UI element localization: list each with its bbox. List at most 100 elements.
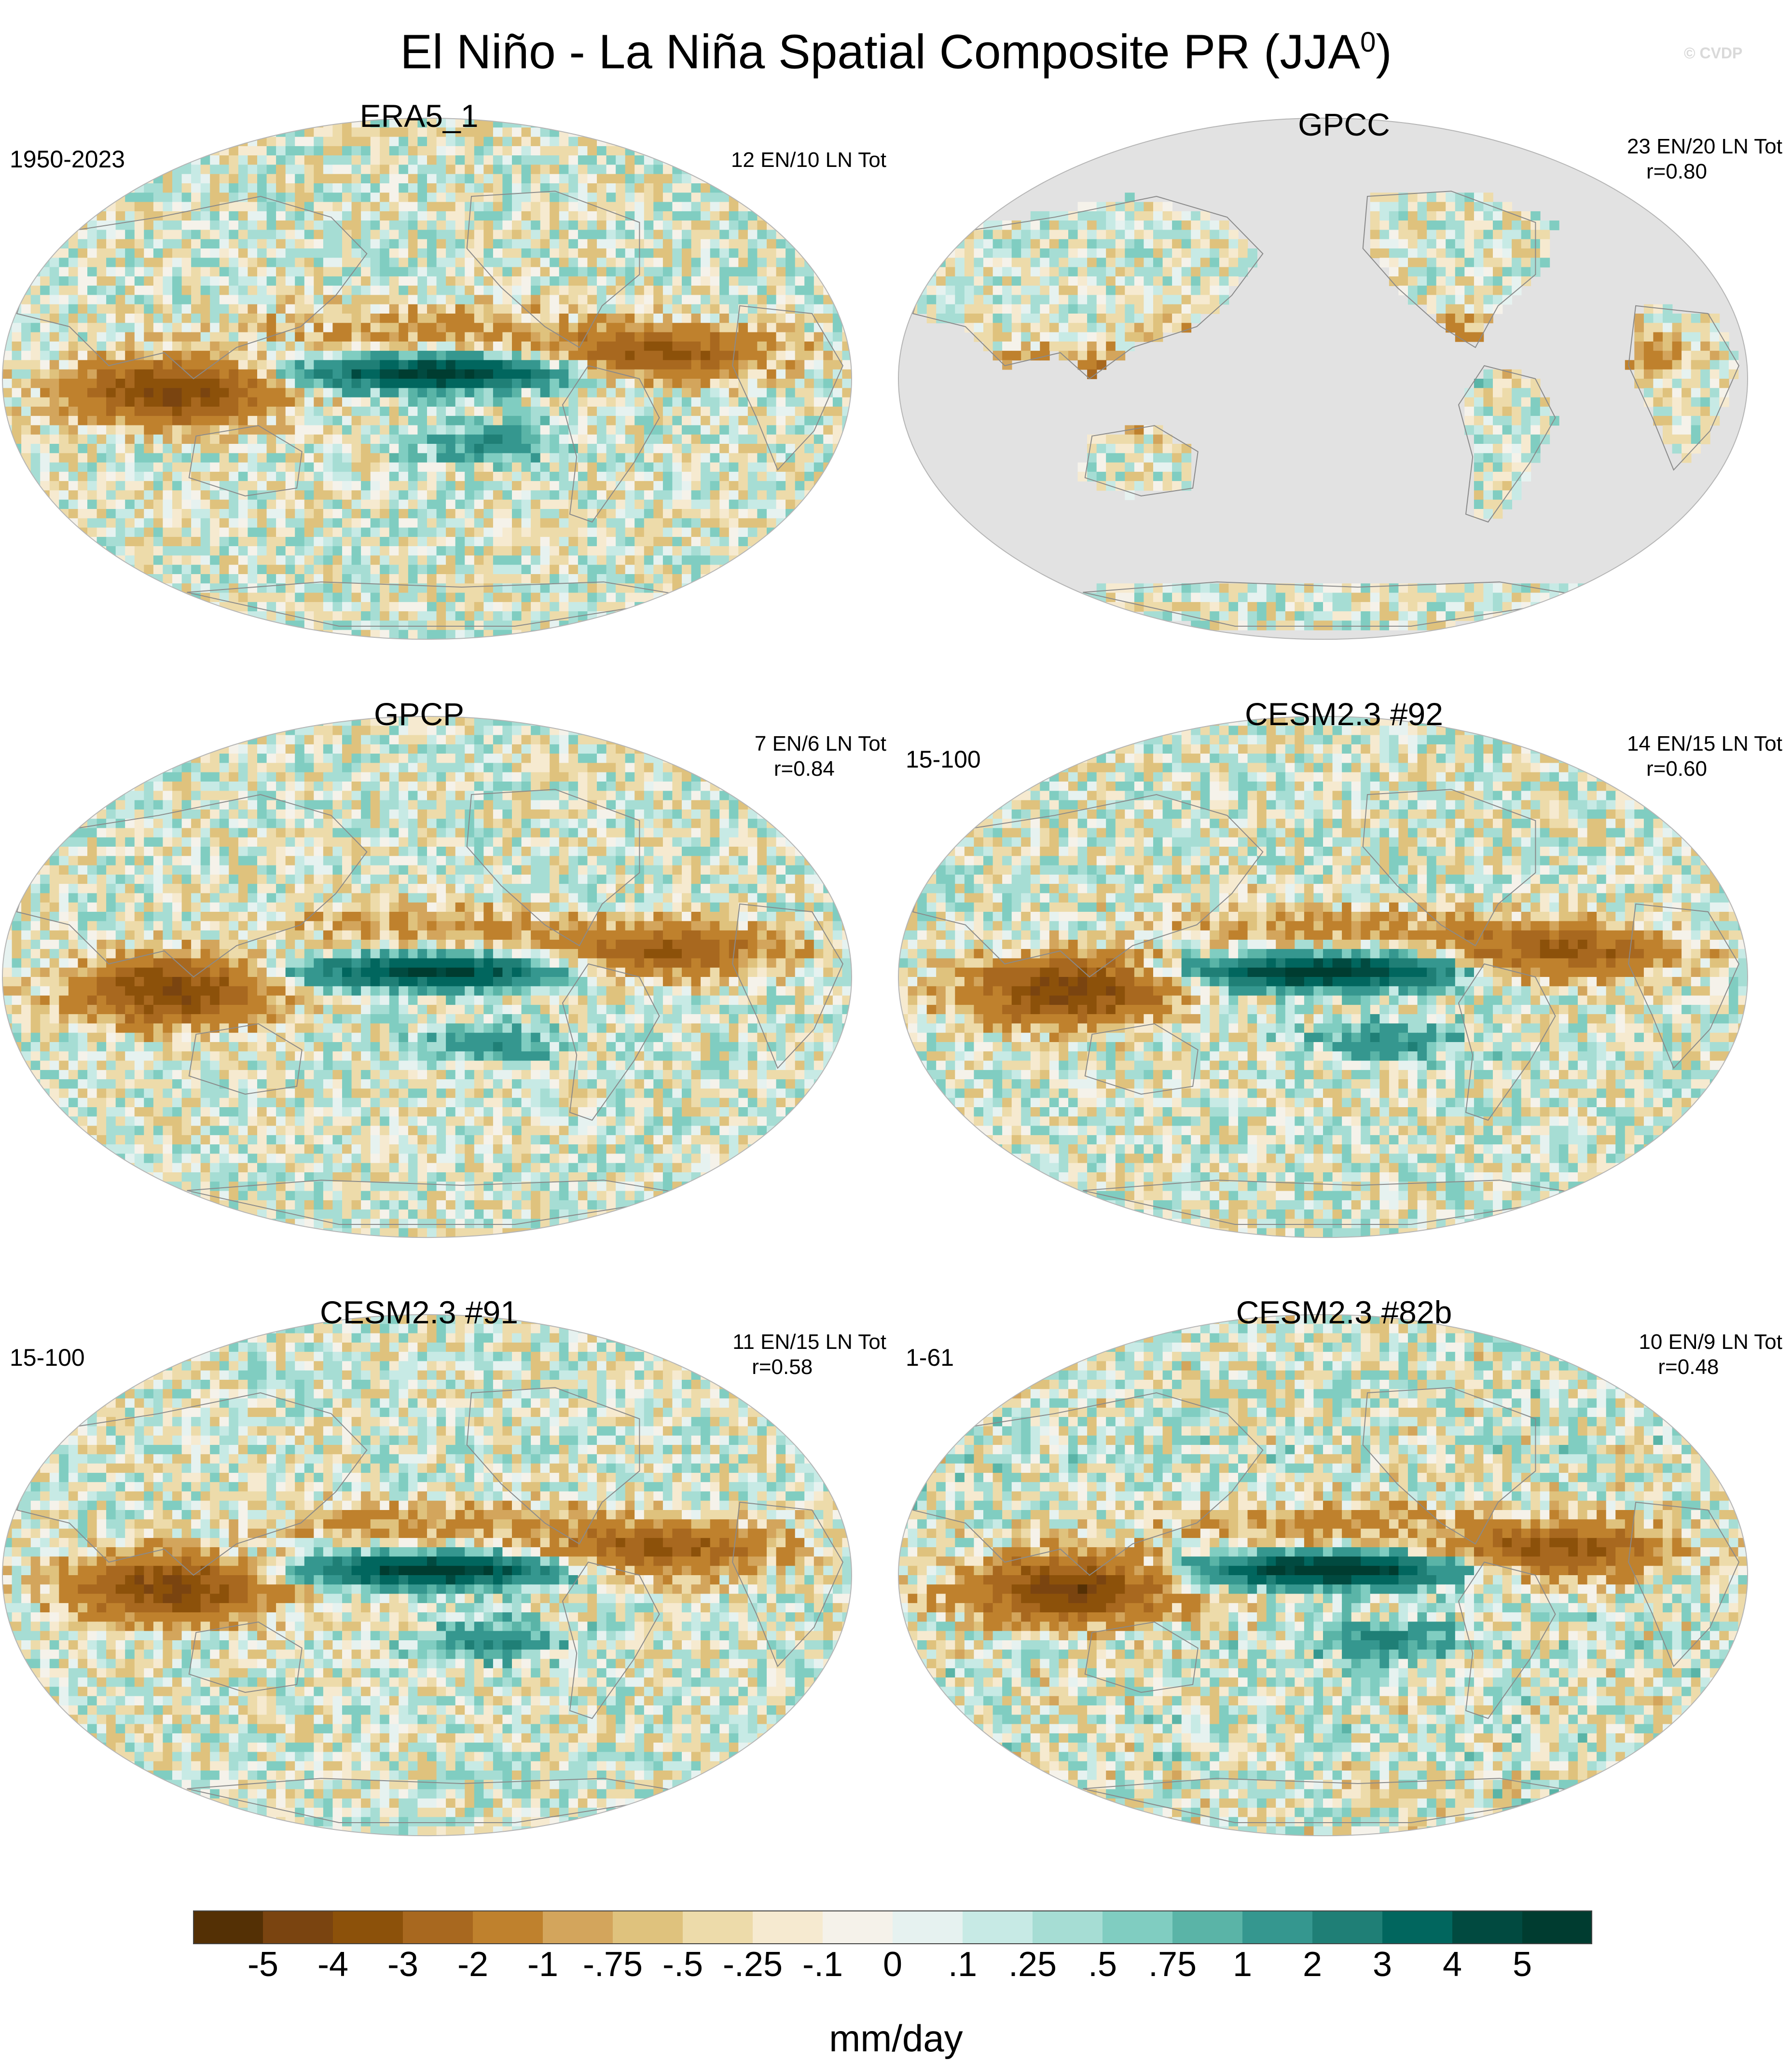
field-cell [701, 341, 711, 351]
field-cell [12, 490, 22, 500]
field-cell [181, 602, 192, 612]
field-cell [266, 388, 276, 398]
field-cell [295, 546, 305, 556]
field-cell [832, 620, 843, 631]
field-cell [747, 490, 758, 500]
field-cell [625, 518, 635, 528]
field-cell [21, 630, 31, 640]
field-cell [436, 481, 446, 491]
field-cell [229, 351, 239, 361]
field-cell [521, 481, 531, 491]
field-cell [210, 230, 220, 240]
field-cell [40, 611, 50, 621]
field-cell [823, 536, 833, 547]
field-cell [361, 471, 371, 481]
field-cell [710, 583, 720, 593]
field-cell [672, 611, 682, 621]
field-cell [304, 369, 315, 379]
field-cell [96, 332, 107, 342]
field-cell [512, 211, 522, 221]
field-cell [87, 546, 97, 556]
field-cell [266, 518, 276, 528]
field-cell [30, 499, 41, 509]
field-cell [134, 583, 145, 593]
field-cell [153, 499, 164, 509]
field-cell [276, 174, 286, 184]
field-cell [219, 434, 230, 444]
field-cell [49, 444, 60, 454]
field-cell [380, 351, 390, 361]
field-cell [568, 258, 579, 268]
field-cell [757, 323, 767, 333]
field-cell [304, 574, 315, 584]
field-cell [436, 239, 446, 249]
field-cell [644, 211, 654, 221]
field-cell [644, 239, 654, 249]
field-cell [266, 304, 276, 314]
field-cell [408, 602, 418, 612]
field-cell [96, 592, 107, 603]
field-cell [634, 286, 645, 296]
field-cell [172, 248, 182, 259]
field-cell [710, 202, 720, 212]
field-cell [342, 220, 352, 231]
field-cell [351, 602, 361, 612]
field-cell [550, 332, 560, 342]
field-cell [96, 286, 107, 296]
field-cell [521, 462, 531, 472]
field-cell [115, 314, 126, 324]
field-cell [106, 295, 116, 305]
field-cell [68, 369, 79, 379]
field-cell [332, 183, 343, 193]
field-cell [370, 546, 381, 556]
field-cell [813, 388, 824, 398]
field-cell [399, 267, 409, 277]
field-cell [682, 546, 692, 556]
field-cell [832, 220, 843, 231]
field-cell [87, 630, 97, 640]
field-cell [40, 620, 50, 631]
field-cell [2, 499, 13, 509]
field-cell [832, 555, 843, 565]
field-cell [634, 536, 645, 547]
field-cell [493, 425, 503, 435]
field-cell [380, 332, 390, 342]
field-cell [125, 388, 135, 398]
field-cell [842, 592, 852, 603]
field-cell [332, 211, 343, 221]
field-cell [370, 137, 381, 147]
field-cell [125, 583, 135, 593]
field-cell [276, 202, 286, 212]
field-cell [163, 379, 173, 389]
field-cell [266, 202, 276, 212]
field-cell [370, 230, 381, 240]
field-cell [115, 536, 126, 547]
field-cell [832, 583, 843, 593]
field-cell [12, 239, 22, 249]
field-cell [587, 155, 597, 165]
field-cell [106, 490, 116, 500]
field-cell [559, 360, 569, 370]
field-cell [474, 481, 484, 491]
field-cell [323, 341, 333, 351]
field-cell [455, 499, 466, 509]
field-cell [813, 192, 824, 203]
field-cell [351, 434, 361, 444]
field-cell [842, 481, 852, 491]
field-cell [823, 248, 833, 259]
field-cell [30, 295, 41, 305]
field-cell [248, 360, 258, 370]
field-cell [701, 471, 711, 481]
field-cell [266, 248, 276, 259]
field-cell [436, 341, 446, 351]
field-cell [436, 230, 446, 240]
field-cell [653, 462, 663, 472]
field-cell [351, 406, 361, 416]
field-cell [540, 574, 551, 584]
field-cell [625, 574, 635, 584]
field-cell [285, 462, 296, 472]
field-cell [361, 481, 371, 491]
field-cell [78, 425, 88, 435]
field-cell [719, 388, 730, 398]
field-cell [21, 555, 31, 565]
